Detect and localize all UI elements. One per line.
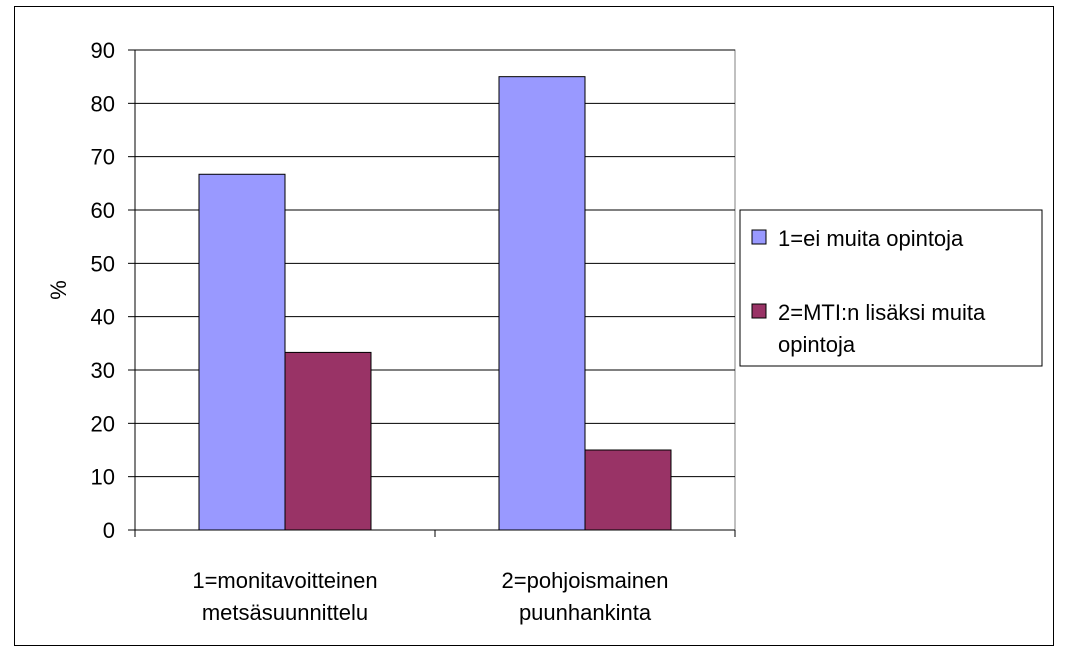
legend-label: 2=MTI:n lisäksi muita bbox=[778, 300, 986, 325]
y-tick-label: 50 bbox=[91, 251, 115, 276]
y-tick-label: 40 bbox=[91, 305, 115, 330]
y-tick-label: 30 bbox=[91, 358, 115, 383]
legend-swatch bbox=[751, 229, 767, 245]
legend-label: opintoja bbox=[778, 332, 856, 357]
y-tick-label: 0 bbox=[103, 518, 115, 543]
y-tick-label: 80 bbox=[91, 91, 115, 116]
x-tick-label: 2=pohjoismainen bbox=[502, 568, 669, 593]
x-tick-label: 1=monitavoitteinen bbox=[192, 568, 377, 593]
y-axis-label: % bbox=[46, 280, 71, 300]
bar bbox=[198, 173, 286, 531]
y-tick-label: 20 bbox=[91, 411, 115, 436]
bar bbox=[284, 351, 372, 531]
legend-box bbox=[739, 209, 1043, 367]
x-tick-label: metsäsuunnittelu bbox=[202, 600, 368, 625]
y-tick-label: 70 bbox=[91, 145, 115, 170]
y-tick-label: 10 bbox=[91, 465, 115, 490]
y-tick-label: 60 bbox=[91, 198, 115, 223]
y-tick-label: 90 bbox=[91, 38, 115, 63]
bar bbox=[498, 76, 586, 531]
legend-label: 1=ei muita opintoja bbox=[778, 226, 964, 251]
bar bbox=[584, 449, 672, 531]
legend-swatch bbox=[751, 303, 767, 319]
x-tick-label: puunhankinta bbox=[519, 600, 652, 625]
